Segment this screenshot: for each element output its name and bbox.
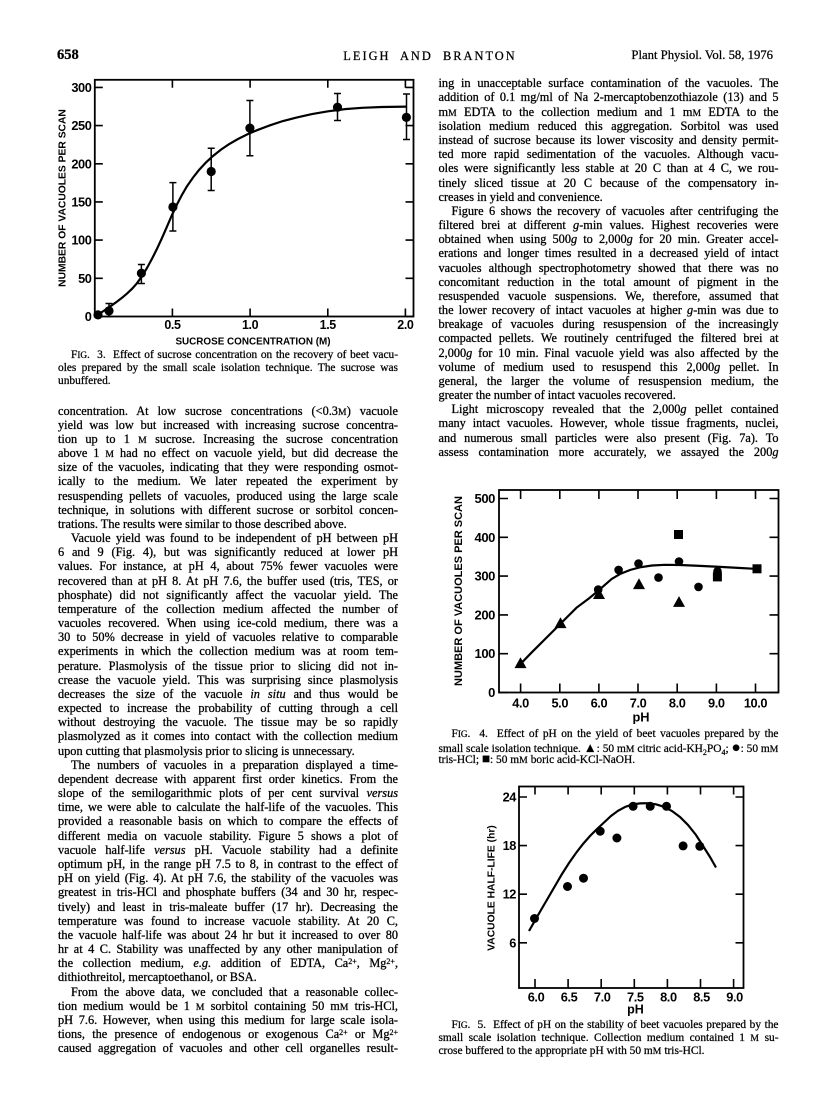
- svg-text:150: 150: [71, 194, 91, 209]
- svg-text:24: 24: [503, 790, 518, 805]
- svg-text:VACUOLE HALF-LIFE (hr): VACUOLE HALF-LIFE (hr): [487, 825, 498, 951]
- svg-text:100: 100: [475, 646, 496, 661]
- svg-text:pH: pH: [632, 710, 649, 725]
- svg-text:8.0: 8.0: [660, 990, 677, 1005]
- svg-text:8.0: 8.0: [669, 696, 686, 711]
- svg-text:6.0: 6.0: [591, 696, 608, 711]
- svg-text:400: 400: [475, 530, 496, 545]
- svg-text:10.0: 10.0: [744, 696, 768, 711]
- svg-text:200: 200: [475, 607, 496, 622]
- svg-text:12: 12: [503, 887, 517, 902]
- svg-text:7.0: 7.0: [630, 696, 647, 711]
- svg-text:100: 100: [71, 233, 91, 248]
- svg-text:0: 0: [488, 685, 495, 700]
- svg-text:18: 18: [503, 838, 517, 853]
- svg-text:5.0: 5.0: [551, 696, 568, 711]
- svg-text:9.0: 9.0: [708, 696, 725, 711]
- svg-text:8.5: 8.5: [693, 990, 710, 1005]
- svg-text:1.0: 1.0: [242, 318, 259, 332]
- svg-text:6: 6: [509, 935, 516, 950]
- svg-text:200: 200: [71, 156, 91, 171]
- svg-text:0.5: 0.5: [164, 318, 181, 332]
- svg-text:7.0: 7.0: [594, 990, 611, 1005]
- svg-text:2.0: 2.0: [397, 318, 414, 332]
- svg-text:4.0: 4.0: [512, 696, 529, 711]
- svg-text:300: 300: [475, 569, 496, 584]
- svg-text:7.5: 7.5: [627, 990, 644, 1005]
- svg-text:SUCROSE CONCENTRATION (M): SUCROSE CONCENTRATION (M): [175, 337, 330, 348]
- svg-text:pH: pH: [627, 1003, 644, 1017]
- svg-text:6.5: 6.5: [561, 990, 578, 1005]
- svg-text:6.0: 6.0: [528, 990, 545, 1005]
- svg-text:300: 300: [71, 80, 91, 95]
- svg-text:NUMBER OF VACUOLES PER SCAN: NUMBER OF VACUOLES PER SCAN: [453, 496, 465, 686]
- svg-text:500: 500: [475, 491, 496, 506]
- svg-text:0: 0: [85, 309, 92, 324]
- svg-text:250: 250: [71, 118, 91, 133]
- svg-text:50: 50: [78, 271, 92, 286]
- svg-text:NUMBER OF VACUOLES PER SCAN: NUMBER OF VACUOLES PER SCAN: [58, 109, 69, 287]
- svg-text:1.5: 1.5: [320, 318, 337, 332]
- svg-text:9.0: 9.0: [726, 990, 743, 1005]
